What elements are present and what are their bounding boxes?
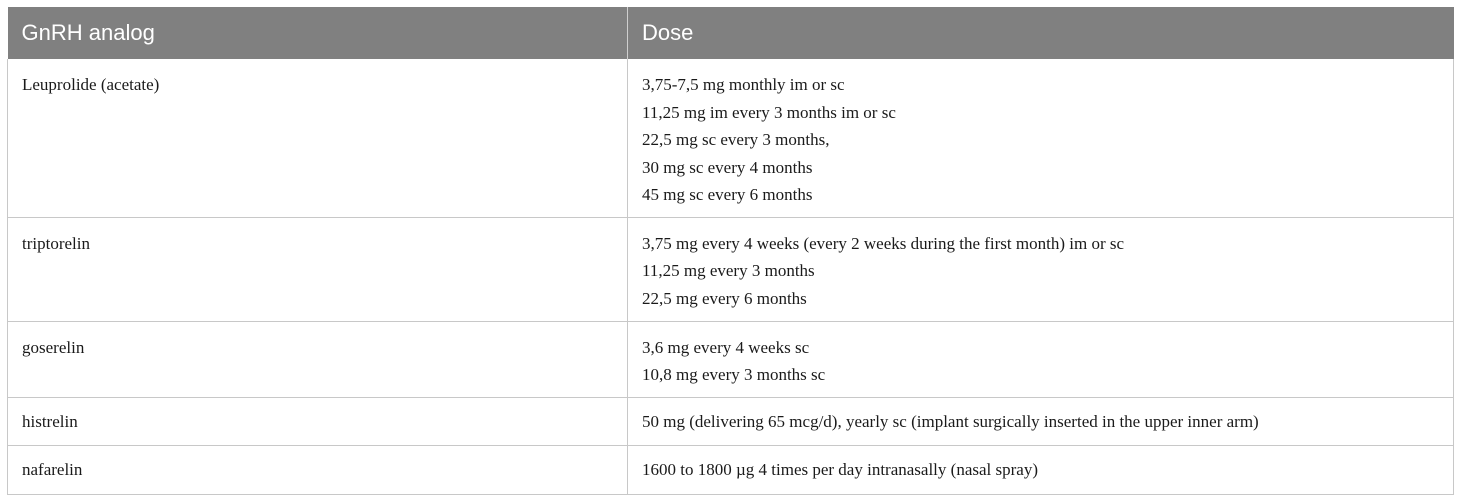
column-header-dose: Dose: [627, 7, 1454, 59]
gnrh-dose-table: GnRH analog Dose Leuprolide (acetate) 3,…: [7, 7, 1454, 495]
dose-line: 11,25 mg every 3 months: [642, 261, 815, 280]
dose-cell: 1600 to 1800 µg 4 times per day intranas…: [627, 445, 1454, 495]
dose-line: 3,75 mg every 4 weeks (every 2 weeks dur…: [642, 233, 1125, 253]
header-row: GnRH analog Dose: [7, 7, 1454, 59]
analog-cell: nafarelin: [7, 445, 628, 495]
dose-cell: 50 mg (delivering 65 mcg/d), yearly sc (…: [627, 397, 1454, 446]
table-row: Leuprolide (acetate) 3,75-7,5 mg monthly…: [7, 59, 1454, 218]
table-row: triptorelin 3,75 mg every 4 weeks (every…: [7, 217, 1454, 322]
analog-cell: triptorelin: [7, 217, 628, 322]
analog-cell: histrelin: [7, 397, 628, 446]
dose-line: 22,5 mg every 6 months: [642, 288, 807, 308]
dose-line: 3,6 mg every 4 weeks sc: [642, 337, 810, 357]
table-header: GnRH analog Dose: [7, 7, 1454, 59]
table-row: goserelin 3,6 mg every 4 weeks sc 10,8 m…: [7, 321, 1454, 398]
dose-line: 30 mg sc every 4 months: [642, 157, 813, 177]
dose-cell: 3,75-7,5 mg monthly im or sc 11,25 mg im…: [627, 59, 1454, 218]
dose-cell: 3,75 mg every 4 weeks (every 2 weeks dur…: [627, 217, 1454, 322]
dose-line: 50 mg (delivering 65 mcg/d), yearly sc (…: [642, 411, 1259, 431]
analog-cell: goserelin: [7, 321, 628, 398]
dose-line: 10,8 mg every 3 months sc: [642, 365, 826, 384]
dose-cell: 3,6 mg every 4 weeks sc 10,8 mg every 3 …: [627, 321, 1454, 398]
column-header-analog: GnRH analog: [7, 7, 628, 59]
dose-line: 3,75-7,5 mg monthly im or sc: [642, 75, 845, 94]
dose-line: 1600 to 1800 µg 4 times per day intranas…: [642, 459, 1038, 479]
table-body: Leuprolide (acetate) 3,75-7,5 mg monthly…: [7, 59, 1454, 495]
analog-cell: Leuprolide (acetate): [7, 59, 628, 218]
table-row: histrelin 50 mg (delivering 65 mcg/d), y…: [7, 397, 1454, 446]
dose-line: 45 mg sc every 6 months: [642, 185, 813, 204]
table-row: nafarelin 1600 to 1800 µg 4 times per da…: [7, 445, 1454, 495]
dose-line: 11,25 mg im every 3 months im or sc: [642, 102, 896, 122]
dose-line: 22,5 mg sc every 3 months,: [642, 130, 830, 149]
gnrh-dose-table-container: GnRH analog Dose Leuprolide (acetate) 3,…: [7, 7, 1454, 495]
